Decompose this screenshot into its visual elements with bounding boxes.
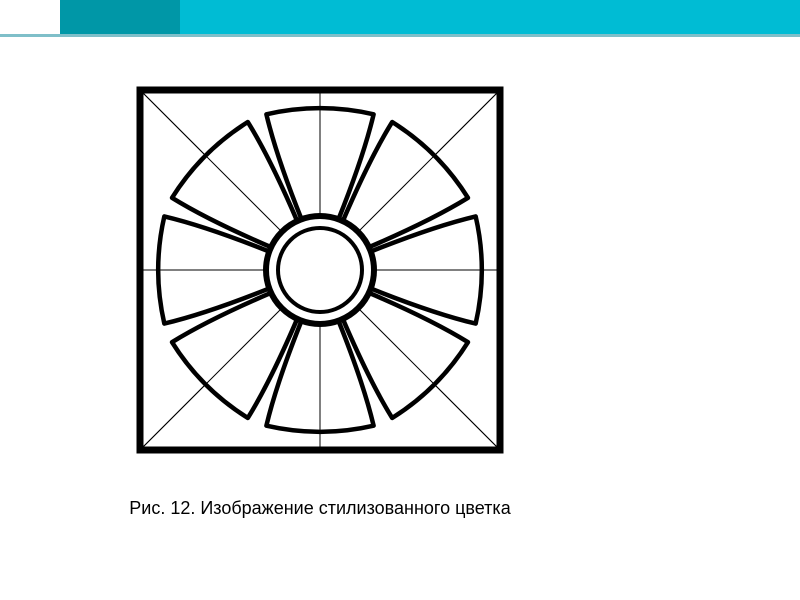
figure-caption: Рис. 12. Изображение стилизованного цвет…	[110, 498, 530, 519]
header-segment	[180, 0, 800, 34]
header-segment	[60, 0, 180, 34]
slide-header-bar	[0, 0, 800, 34]
flower-diagram	[110, 60, 530, 480]
header-divider	[0, 34, 800, 37]
figure-container: Рис. 12. Изображение стилизованного цвет…	[110, 60, 530, 540]
header-segment	[0, 0, 60, 34]
